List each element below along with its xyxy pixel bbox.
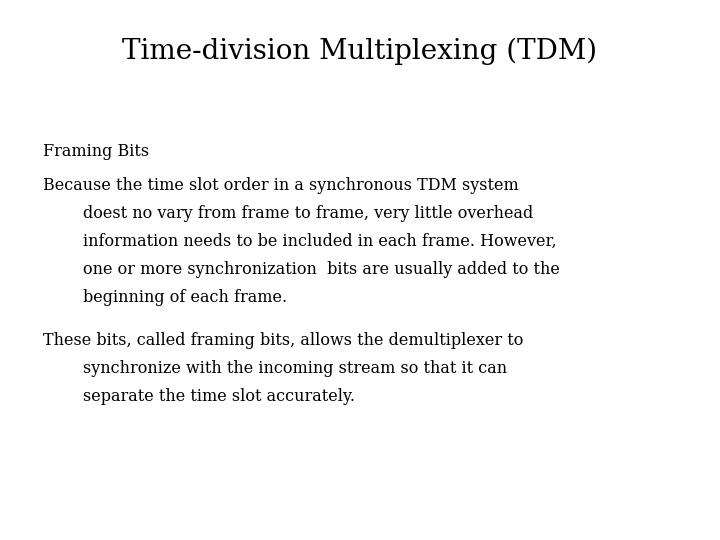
Text: Time-division Multiplexing (TDM): Time-division Multiplexing (TDM) (122, 38, 598, 65)
Text: separate the time slot accurately.: separate the time slot accurately. (83, 388, 355, 404)
Text: information needs to be included in each frame. However,: information needs to be included in each… (83, 233, 557, 250)
Text: These bits, called framing bits, allows the demultiplexer to: These bits, called framing bits, allows … (43, 332, 523, 348)
Text: one or more synchronization  bits are usually added to the: one or more synchronization bits are usu… (83, 261, 559, 278)
Text: synchronize with the incoming stream so that it can: synchronize with the incoming stream so … (83, 360, 507, 376)
Text: Framing Bits: Framing Bits (43, 143, 149, 160)
Text: beginning of each frame.: beginning of each frame. (83, 289, 287, 306)
Text: doest no vary from frame to frame, very little overhead: doest no vary from frame to frame, very … (83, 205, 533, 222)
Text: Because the time slot order in a synchronous TDM system: Because the time slot order in a synchro… (43, 177, 519, 194)
